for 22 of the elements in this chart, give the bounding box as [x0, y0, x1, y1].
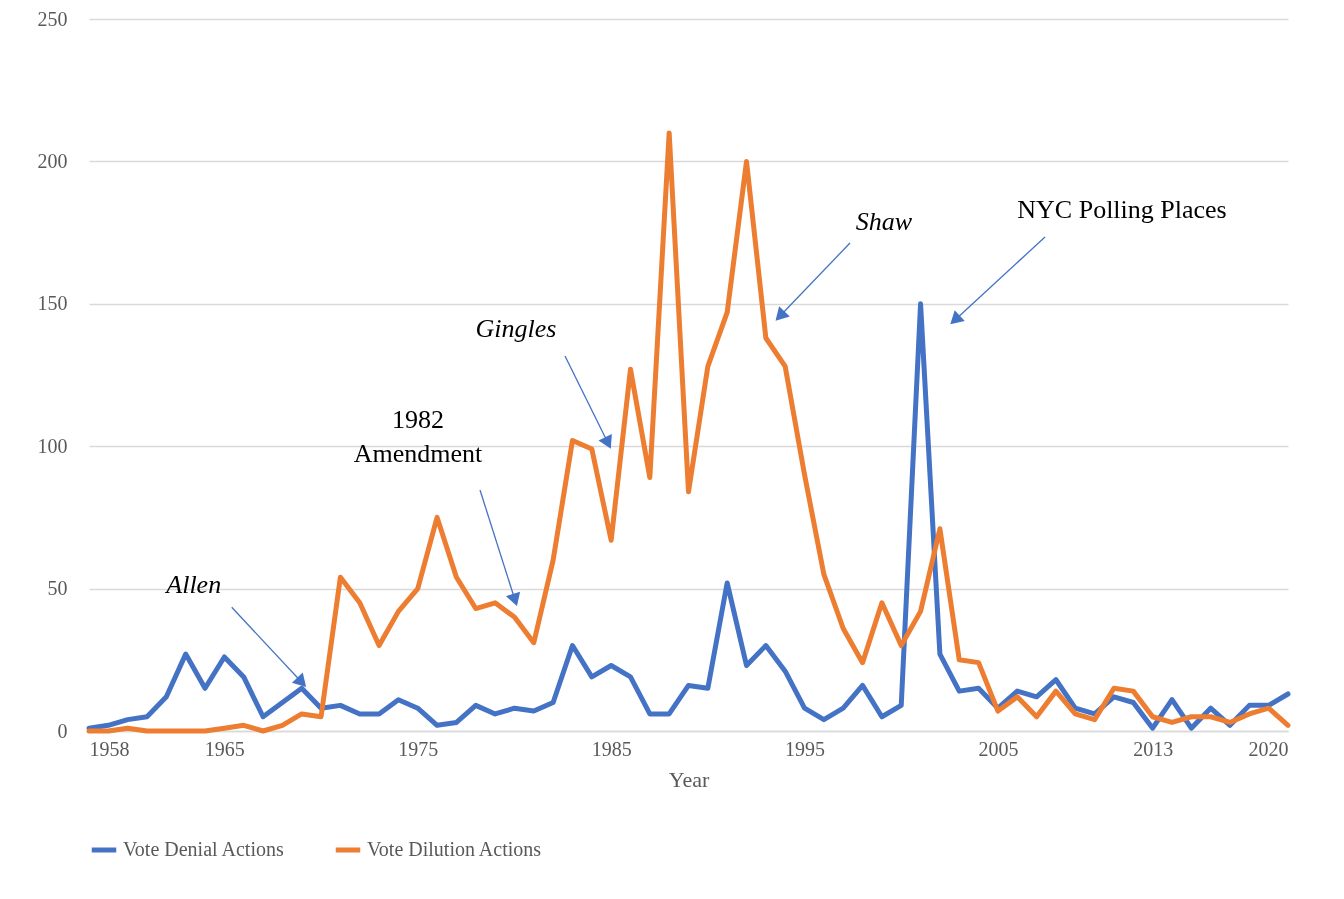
legend-label: Vote Denial Actions — [123, 838, 284, 860]
y-tick-label: 250 — [37, 7, 68, 30]
annotation: Allen — [164, 570, 222, 600]
x-tick-label: 2020 — [1248, 737, 1289, 760]
legend-label: Vote Dilution Actions — [367, 838, 542, 860]
y-tick-label: 150 — [37, 292, 68, 315]
y-tick-label: 0 — [57, 719, 68, 742]
x-tick-label: 1985 — [591, 737, 632, 760]
x-tick-label: 1958 — [89, 737, 130, 760]
y-tick-label: 200 — [37, 149, 68, 172]
x-tick-label: 2005 — [978, 737, 1019, 760]
annotation: 1982 Amendment — [353, 405, 484, 468]
x-tick-label: 2013 — [1133, 737, 1174, 760]
annotation: Gingles — [475, 314, 557, 343]
y-tick-label: 100 — [37, 434, 68, 457]
annotation: Shaw — [855, 207, 913, 236]
y-tick-label: 50 — [47, 577, 68, 600]
annotation: NYC Polling Places — [1017, 195, 1227, 224]
x-tick-label: 1965 — [204, 737, 245, 760]
x-axis-title: Year — [668, 766, 710, 792]
x-tick-label: 1975 — [398, 737, 439, 760]
x-tick-label: 1995 — [785, 737, 826, 760]
